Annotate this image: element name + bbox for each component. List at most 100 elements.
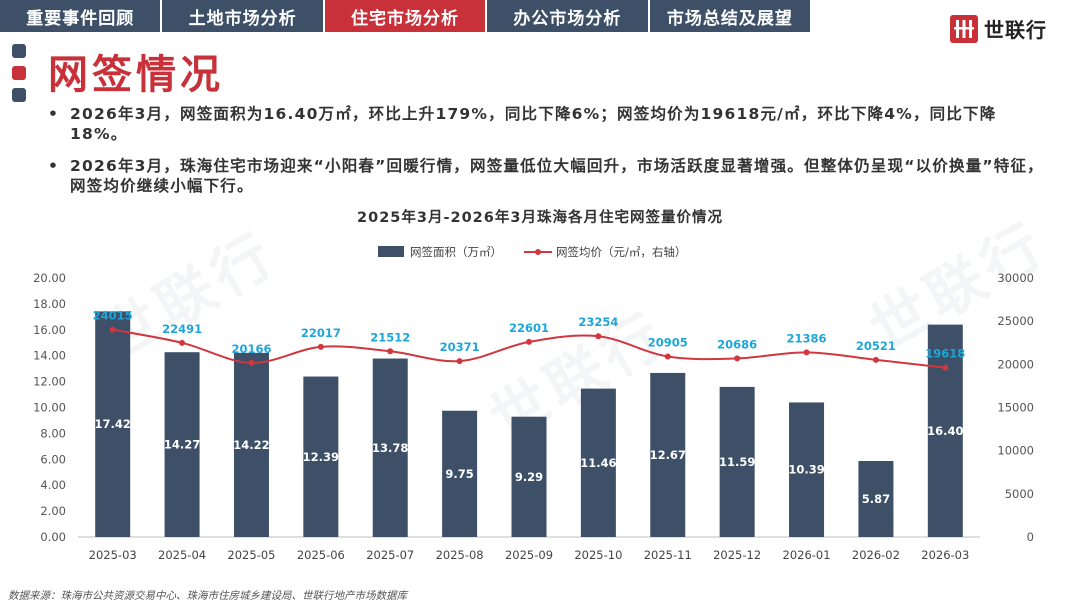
page-title: 网签情况 [48, 52, 224, 98]
bar-value-label: 9.29 [515, 470, 543, 484]
price-point [179, 339, 186, 346]
price-value-label: 22017 [301, 326, 341, 340]
bar-area [719, 386, 755, 537]
bullet-item: • 2026年3月，网签面积为16.40万㎡，环比上升179%，同比下降6%；网… [48, 104, 1048, 144]
price-value-label: 20686 [717, 337, 757, 351]
section-marker [12, 44, 28, 110]
bar-area [233, 352, 269, 537]
bar-value-label: 9.75 [445, 467, 473, 481]
y-left-tick-label: 10.00 [33, 401, 66, 415]
price-value-label: 19618 [925, 347, 965, 361]
price-point [734, 355, 741, 362]
price-value-label: 22491 [162, 322, 202, 336]
y-right-tick-label: 15000 [997, 401, 1034, 415]
price-point [109, 326, 116, 333]
legend-bar-swatch [378, 246, 404, 257]
bar-value-label: 14.22 [233, 438, 269, 452]
bar-area [442, 410, 478, 537]
tab-office-market[interactable]: 办公市场分析 [487, 0, 650, 32]
y-right-tick-label: 30000 [997, 271, 1034, 285]
y-left-tick-label: 8.00 [40, 426, 66, 440]
price-value-label: 20166 [231, 342, 271, 356]
legend-line-label: 网签均价（元/㎡，右轴） [556, 245, 686, 259]
bar-area [95, 311, 131, 537]
bar-area [511, 416, 547, 537]
bar-value-label: 5.87 [862, 492, 890, 506]
tab-residential-market[interactable]: 住宅市场分析 [324, 0, 488, 32]
x-tick-label: 2025-03 [89, 548, 137, 562]
price-point [664, 353, 671, 360]
y-right-tick-label: 0 [1027, 530, 1034, 544]
bar-value-label: 12.39 [303, 450, 339, 464]
x-tick-label: 2025-12 [713, 548, 761, 562]
price-point [456, 358, 463, 365]
tab-events-review[interactable]: 重要事件回顾 [0, 0, 163, 32]
y-left-tick-label: 2.00 [40, 504, 66, 518]
x-tick-label: 2025-09 [505, 548, 553, 562]
bullet-text: 2026年3月，珠海住宅市场迎来“小阳春”回暖行情，网签量低位大幅回升，市场活跃… [70, 157, 1044, 195]
price-value-label: 21386 [787, 331, 827, 345]
bar-value-label: 17.42 [94, 417, 130, 431]
y-left-tick-label: 16.00 [33, 323, 66, 337]
y-left-tick-label: 4.00 [40, 478, 66, 492]
x-tick-label: 2025-06 [297, 548, 345, 562]
y-left-tick-label: 12.00 [33, 375, 66, 389]
x-tick-label: 2026-01 [783, 548, 831, 562]
bar-value-label: 11.59 [719, 455, 755, 469]
summary-bullets: • 2026年3月，网签面积为16.40万㎡，环比上升179%，同比下降6%；网… [48, 104, 1048, 208]
price-point [248, 359, 255, 366]
price-point [942, 364, 949, 371]
y-left-tick-label: 20.00 [33, 271, 66, 285]
bar-area [164, 352, 200, 537]
bullet-text: 2026年3月，网签面积为16.40万㎡，环比上升179%，同比下降6%；网签均… [70, 105, 997, 143]
bar-value-label: 16.40 [927, 424, 963, 438]
y-left-tick-label: 14.00 [33, 349, 66, 363]
price-value-label: 24015 [93, 309, 133, 323]
y-right-tick-label: 20000 [997, 357, 1034, 371]
bullet-dot: • [48, 157, 60, 175]
bar-area [858, 460, 894, 537]
x-tick-label: 2026-02 [852, 548, 900, 562]
y-left-tick-label: 18.00 [33, 297, 66, 311]
tab-land-market[interactable]: 土地市场分析 [162, 0, 325, 32]
x-tick-label: 2026-03 [921, 548, 969, 562]
x-tick-label: 2025-10 [574, 548, 622, 562]
bar-area [789, 402, 825, 537]
price-value-label: 20905 [648, 336, 688, 350]
price-value-label: 20371 [440, 340, 480, 354]
price-value-label: 23254 [578, 315, 618, 329]
logo-mark-icon [950, 14, 978, 43]
price-point [595, 333, 602, 340]
x-tick-label: 2025-08 [436, 548, 484, 562]
bullet-item: • 2026年3月，珠海住宅市场迎来“小阳春”回暖行情，网签量低位大幅回升，市场… [48, 156, 1048, 196]
brand-logo: 世联行 [950, 14, 1047, 43]
bar-value-label: 11.46 [580, 456, 616, 470]
bar-value-label: 10.39 [788, 463, 824, 477]
tab-summary-outlook[interactable]: 市场总结及展望 [666, 8, 793, 29]
bar-value-label: 12.67 [650, 448, 686, 462]
bar-value-label: 14.27 [164, 438, 200, 452]
bar-area [650, 372, 686, 537]
price-value-label: 20521 [856, 339, 896, 353]
x-tick-label: 2025-07 [366, 548, 414, 562]
data-source: 数据来源：珠海市公共资源交易中心、珠海市住房城乡建设局、世联行地产市场数据库 [8, 590, 407, 602]
bar-area [372, 358, 408, 537]
bullet-dot: • [48, 105, 60, 123]
legend-line-marker [535, 249, 541, 255]
bar-value-label: 13.78 [372, 441, 408, 455]
y-right-tick-label: 10000 [997, 444, 1034, 458]
y-left-tick-label: 6.00 [40, 452, 66, 466]
price-value-label: 22601 [509, 321, 549, 335]
bar-area [580, 388, 616, 537]
legend-bar-label: 网签面积（万㎡） [410, 245, 502, 259]
y-left-tick-label: 0.00 [40, 530, 66, 544]
y-right-tick-label: 5000 [1005, 487, 1034, 501]
x-tick-label: 2025-05 [227, 548, 275, 562]
price-point [387, 348, 394, 355]
price-point [317, 343, 324, 350]
bar-area [303, 376, 339, 537]
price-point [872, 356, 879, 363]
y-right-tick-label: 25000 [997, 314, 1034, 328]
x-tick-label: 2025-04 [158, 548, 206, 562]
